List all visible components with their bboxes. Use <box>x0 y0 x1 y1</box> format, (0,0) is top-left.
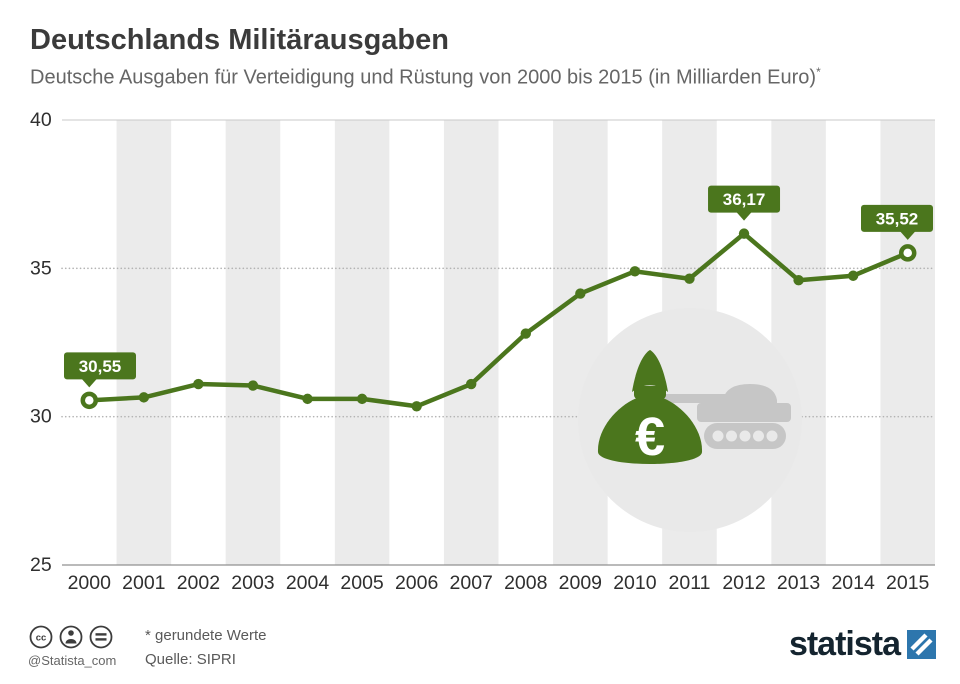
tank-barrel <box>659 394 729 403</box>
background-stripe <box>225 120 281 565</box>
data-point-marker <box>738 228 750 239</box>
background-stripe <box>443 120 499 565</box>
x-tick-label: 2003 <box>231 572 274 594</box>
data-point-marker-open <box>898 244 917 262</box>
page-subtitle: Deutsche Ausgaben für Verteidigung und R… <box>30 65 821 90</box>
data-point-marker <box>793 275 804 286</box>
cc-nd-icon <box>89 625 113 649</box>
background-stripe <box>334 120 390 565</box>
statista-logo-text: statista <box>788 625 901 663</box>
x-tick-label: 2001 <box>122 572 165 594</box>
statista-logo-mark <box>907 629 936 659</box>
money-bag-neck <box>634 386 666 399</box>
euro-symbol: € <box>635 407 665 467</box>
data-point-marker <box>575 288 586 299</box>
x-tick-label: 2000 <box>68 572 112 594</box>
background-stripe <box>116 120 172 565</box>
background-stripe <box>553 120 608 565</box>
x-tick-label: 2002 <box>177 572 220 594</box>
data-point-marker <box>138 392 150 403</box>
x-tick-label: 2007 <box>450 572 493 594</box>
x-tick-label: 2006 <box>395 572 438 594</box>
x-tick-label: 2011 <box>669 572 711 594</box>
statista-handle[interactable]: @Statista_com <box>28 653 117 668</box>
data-point-marker <box>629 266 641 277</box>
money-bag-tank-illustration: € <box>578 308 802 532</box>
data-label-pointer <box>736 211 753 221</box>
data-label: 30,55 <box>79 357 122 376</box>
background-stripe <box>771 120 826 565</box>
data-point-marker-open <box>80 391 99 410</box>
footnote: * gerundete Werte <box>145 627 267 644</box>
svg-text:cc: cc <box>36 633 47 644</box>
chart-line <box>87 231 910 409</box>
x-tick-label: 2013 <box>777 572 820 594</box>
data-point-marker <box>520 328 531 339</box>
money-bag-knot <box>632 350 668 392</box>
data-label: 35,52 <box>876 209 919 228</box>
y-tick-label: 30 <box>30 406 52 428</box>
tank-turret <box>723 384 777 404</box>
data-point-marker <box>356 393 368 405</box>
data-point-marker <box>193 378 204 390</box>
data-point-marker <box>302 393 313 405</box>
cc-license[interactable]: cc <box>28 624 116 655</box>
y-tick-label: 35 <box>30 257 52 279</box>
data-label-box <box>861 204 933 232</box>
y-tick-label: 40 <box>30 109 52 131</box>
x-tick-label: 2012 <box>722 572 765 594</box>
x-tick-label: 2015 <box>886 572 930 594</box>
source-credit: Quelle: SIPRI <box>145 651 236 668</box>
data-point-marker <box>411 401 422 412</box>
statista-logo[interactable]: statista <box>788 625 936 663</box>
page-title: Deutschlands Militärausgaben <box>30 24 449 56</box>
data-point-marker <box>466 378 477 390</box>
tank-icon <box>659 384 791 449</box>
x-tick-label: 2014 <box>831 572 875 594</box>
header: Deutschlands Militärausgaben Deutsche Au… <box>30 24 821 90</box>
data-label-box <box>708 185 781 213</box>
data-point-marker <box>684 273 695 284</box>
data-point-marker <box>847 270 859 281</box>
cc-by-icon <box>59 625 83 649</box>
money-bag-body <box>597 398 703 464</box>
x-tick-label: 2008 <box>504 572 547 594</box>
y-tick-label: 25 <box>30 554 52 576</box>
tank-hull <box>697 403 791 422</box>
data-label-pointer <box>899 230 916 240</box>
x-tick-label: 2010 <box>613 572 657 594</box>
data-point-marker <box>247 380 259 391</box>
subtitle-note-marker: * <box>816 65 821 79</box>
background-stripe <box>880 120 935 565</box>
data-label-box <box>64 352 136 380</box>
x-tick-label: 2005 <box>340 572 384 594</box>
tank-wheels <box>712 430 778 442</box>
data-label: 36,17 <box>723 190 766 209</box>
x-tick-label: 2009 <box>559 572 602 594</box>
x-tick-label: 2004 <box>286 572 330 594</box>
cc-icon <box>29 625 53 649</box>
money-bag-icon: € <box>597 350 703 467</box>
subtitle-text: Deutsche Ausgaben für Verteidigung und R… <box>30 66 817 89</box>
data-label-pointer <box>81 378 98 388</box>
